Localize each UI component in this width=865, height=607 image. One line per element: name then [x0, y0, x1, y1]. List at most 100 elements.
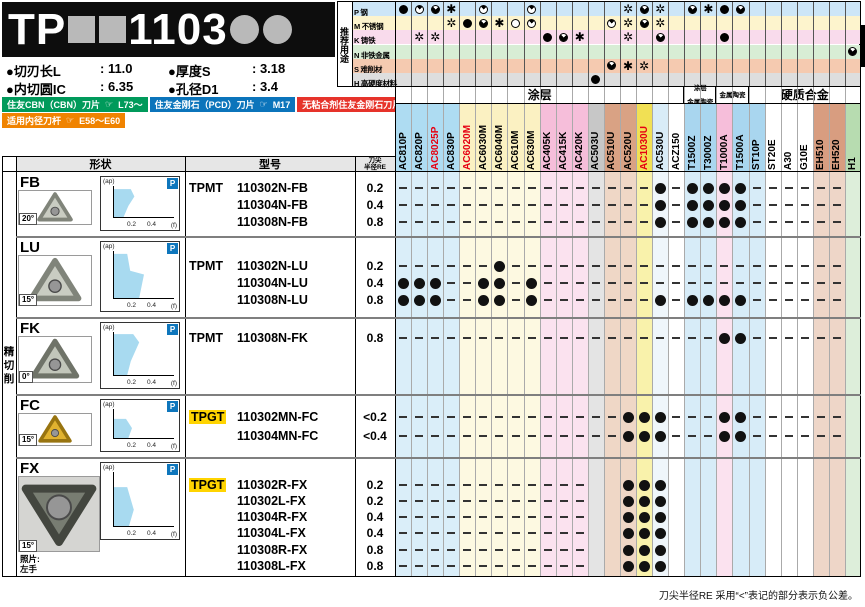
column-line [427, 2, 429, 87]
grade-header-cell [619, 104, 637, 172]
empty-cell-dash [479, 565, 488, 567]
grade-dot [622, 511, 634, 523]
grade-dot [638, 479, 650, 491]
empty-cell-dash [672, 299, 681, 301]
empty-cell-dash [511, 282, 520, 284]
model-prefix: TPGT [189, 410, 227, 424]
grade-name: AC6040M [493, 124, 505, 170]
empty-cell-dash [463, 500, 472, 502]
empty-cell-dash [559, 299, 568, 301]
chart-x-axis-label: (f) [170, 380, 177, 387]
chart-plot-area [113, 186, 174, 218]
grade-dot [429, 294, 441, 306]
grade-name: AC610M [510, 130, 522, 170]
machining-type-sidebar: 精切削 [2, 156, 16, 577]
grade-body-stripe [427, 172, 444, 577]
grade-header-cell [523, 104, 540, 172]
group-header-text: 硬质合金 [780, 88, 829, 102]
model-prefix: TPMT [189, 181, 224, 195]
grade-dot [654, 199, 666, 211]
h-border-line [2, 575, 861, 578]
empty-cell-dash [672, 435, 681, 437]
empty-cell-dash [543, 565, 552, 567]
empty-cell-dash [447, 565, 456, 567]
chart-blue-region [114, 487, 134, 526]
insert-photo [18, 476, 100, 552]
grade-body-stripe [411, 172, 428, 577]
empty-cell-dash [768, 282, 777, 284]
empty-cell-dash [832, 299, 841, 301]
column-line [652, 87, 654, 577]
empty-cell-dash [543, 221, 552, 223]
empty-cell-dash [607, 187, 616, 189]
column-line [491, 2, 493, 87]
photo-note: 照片: [20, 554, 40, 564]
grade-header-cell [411, 104, 428, 172]
column-line [475, 87, 477, 577]
column-line [523, 87, 525, 577]
p-grade-badge: P [167, 243, 178, 254]
empty-cell-dash [559, 532, 568, 534]
model-number: 110308N-FB [237, 215, 308, 229]
empty-cell-dash [800, 299, 809, 301]
empty-cell-dash [575, 299, 584, 301]
usage-material-label: K 铸铁 [352, 30, 395, 45]
grade-header-cell [748, 104, 765, 172]
grade-dot [654, 544, 666, 556]
p-grade-badge: P [167, 401, 178, 412]
column-line [764, 2, 766, 87]
chart-x-tick: 0.2 [127, 530, 137, 537]
grade-body-stripe [636, 172, 653, 577]
empty-cell-dash [479, 500, 488, 502]
empty-cell-dash [672, 221, 681, 223]
empty-cell-dash [495, 500, 504, 502]
empty-cell-dash [688, 337, 697, 339]
empty-cell-dash [495, 187, 504, 189]
grade-dot [718, 216, 730, 228]
column-line [555, 87, 557, 577]
grade-dot [429, 277, 441, 289]
empty-cell-dash [640, 265, 649, 267]
application-range-chart: P (ap) (f) 0.2 0.4 [100, 322, 180, 389]
grade-dot [654, 294, 666, 306]
empty-cell-dash [399, 265, 408, 267]
grade-body-stripe [443, 172, 460, 577]
grade-header-cell [603, 104, 620, 172]
grade-dot [638, 495, 650, 507]
empty-cell-dash [415, 221, 424, 223]
empty-cell-dash [447, 337, 456, 339]
empty-cell-dash [431, 516, 440, 518]
empty-cell-dash [495, 532, 504, 534]
empty-cell-dash [672, 337, 681, 339]
grade-header-cell [427, 104, 444, 172]
nose-radius-value: 0.4 [366, 276, 384, 290]
grade-name: A30 [783, 151, 795, 170]
empty-cell-dash [800, 337, 809, 339]
empty-cell-dash [575, 532, 584, 534]
grade-header-cell [732, 104, 749, 172]
empty-cell-dash [527, 416, 536, 418]
grade-dot [654, 527, 666, 539]
grade-dot [638, 430, 650, 442]
empty-cell-dash [559, 435, 568, 437]
grade-dot [654, 560, 666, 572]
grade-dot [622, 527, 634, 539]
empty-cell-dash [591, 265, 600, 267]
empty-cell-dash [415, 500, 424, 502]
column-line [732, 87, 734, 577]
empty-cell-dash [511, 337, 520, 339]
grade-dot [622, 495, 634, 507]
nose-radius-value: 0.2 [366, 494, 384, 508]
spec-edge-length-value: : 11.0 [100, 61, 133, 76]
page-ref-icon: ☞ [259, 99, 268, 109]
column-line [411, 2, 413, 87]
empty-cell-dash [543, 187, 552, 189]
empty-cell-dash [447, 282, 456, 284]
grade-dot [718, 332, 730, 344]
empty-cell-dash [399, 500, 408, 502]
empty-cell-dash [543, 532, 552, 534]
empty-cell-dash [559, 565, 568, 567]
grade-name: AC6020M [461, 124, 473, 170]
empty-cell-dash [736, 265, 745, 267]
insert-shape-icon [28, 257, 82, 302]
